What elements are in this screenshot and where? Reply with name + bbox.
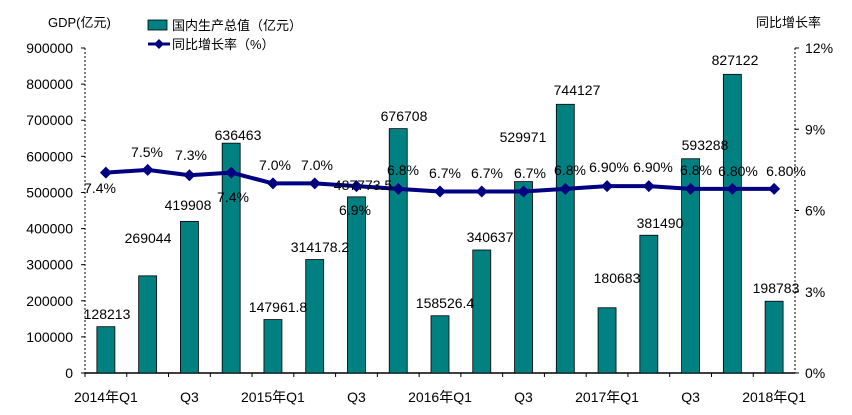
legend-line-label: 同比增长率（%）	[172, 37, 275, 52]
gdp-bar	[221, 142, 241, 374]
gdp-bar	[96, 326, 116, 374]
left-tick-label: 900000	[26, 40, 73, 56]
gdp-data-label: 180683	[594, 270, 641, 286]
gdp-bar	[514, 181, 533, 374]
x-tick-label: 2014年Q1	[74, 389, 138, 405]
growth-data-label: 7.5%	[131, 144, 163, 160]
growth-point-marker	[768, 182, 781, 195]
left-tick-label: 300000	[26, 257, 73, 273]
gdp-data-label: 128213	[84, 306, 131, 322]
gdp-bar	[555, 103, 575, 374]
gdp-bar	[597, 307, 617, 374]
legend-bar-swatch	[147, 19, 168, 31]
gdp-data-label: 269044	[125, 230, 172, 246]
growth-point-marker	[392, 182, 405, 195]
growth-point-marker	[350, 180, 363, 193]
gdp-bar	[764, 300, 784, 374]
x-tick-label: 2015年Q1	[241, 389, 305, 405]
growth-point-marker	[266, 177, 279, 190]
x-tick-label: Q3	[681, 389, 700, 405]
growth-point-marker	[434, 185, 446, 198]
gdp-data-label: 314178.2	[291, 239, 350, 255]
growth-data-label: 7.3%	[175, 147, 207, 163]
x-tick-label: 2017年Q1	[575, 389, 639, 405]
growth-point-marker	[141, 163, 154, 176]
gdp-data-label: 419908	[165, 197, 212, 213]
right-tick-label: 6%	[805, 203, 825, 219]
gdp-data-label: 744127	[554, 82, 601, 98]
growth-data-label: 6.8%	[554, 162, 586, 178]
left-tick-label: 400000	[26, 221, 73, 237]
gdp-bar	[722, 73, 742, 374]
gdp-data-label: 827122	[712, 52, 759, 68]
gdp-bar	[138, 275, 158, 374]
growth-point-marker	[225, 166, 238, 179]
left-tick-label: 0	[65, 365, 73, 381]
gdp-data-label: 593288	[682, 137, 729, 153]
x-tick-label: 2016年Q1	[408, 389, 472, 405]
gdp-data-label: 381490	[637, 215, 684, 231]
growth-data-label: 6.7%	[429, 165, 461, 181]
growth-point-marker	[642, 180, 655, 193]
x-tick-label: Q3	[180, 389, 199, 405]
growth-data-label: 6.7%	[514, 165, 546, 181]
right-tick-label: 9%	[805, 121, 825, 137]
growth-data-label: 6.80%	[718, 163, 758, 179]
left-tick-label: 500000	[26, 184, 73, 200]
gdp-data-label: 487773.5	[334, 177, 393, 193]
gdp-data-label: 529971	[500, 129, 547, 145]
gdp-data-label: 158526.4	[416, 295, 475, 311]
x-tick-label: 2018年Q1	[742, 389, 806, 405]
growth-point-marker	[99, 166, 112, 179]
growth-data-label: 6.90%	[633, 159, 673, 175]
growth-data-label: 7.0%	[301, 157, 333, 173]
growth-data-label: 7.4%	[217, 189, 249, 205]
x-tick-label: Q3	[347, 389, 366, 405]
gdp-bar	[681, 158, 700, 374]
left-axis-title: GDP(亿元)	[48, 15, 111, 30]
gdp-bar	[305, 259, 325, 374]
growth-point-marker	[475, 185, 488, 198]
gdp-bar	[639, 234, 659, 374]
x-tick-label: Q3	[514, 389, 533, 405]
right-axis-title: 同比增长率	[756, 15, 821, 30]
gdp-bar	[180, 220, 199, 374]
left-tick-label: 200000	[26, 293, 73, 309]
growth-data-label: 7.4%	[84, 180, 116, 196]
gdp-data-label: 636463	[215, 127, 262, 143]
growth-data-label: 6.90%	[589, 159, 629, 175]
gdp-data-label: 676708	[381, 108, 428, 124]
legend-bar-label: 国内生产总值（亿元）	[172, 18, 302, 33]
left-tick-label: 600000	[26, 148, 73, 164]
left-tick-label: 100000	[26, 329, 73, 345]
legend-line-marker	[154, 39, 164, 49]
gdp-bar	[430, 315, 450, 374]
right-tick-label: 0%	[805, 365, 825, 381]
growth-point-marker	[684, 182, 697, 195]
growth-point-marker	[601, 180, 614, 193]
growth-point-marker	[183, 169, 196, 182]
growth-data-label: 6.8%	[680, 162, 712, 178]
growth-point-marker	[308, 177, 321, 190]
growth-data-label: 6.9%	[339, 202, 371, 218]
left-tick-label: 800000	[26, 76, 73, 92]
gdp-data-label: 340637	[467, 229, 514, 245]
legend: 国内生产总值（亿元） 同比增长率（%）	[147, 18, 302, 52]
growth-point-marker	[726, 182, 739, 195]
growth-point-marker	[517, 185, 530, 198]
growth-data-label: 6.7%	[471, 165, 503, 181]
gdp-data-label: 147961.8	[249, 299, 308, 315]
growth-data-label: 6.80%	[766, 163, 806, 179]
gdp-bar	[472, 249, 492, 374]
growth-data-label: 6.8%	[387, 162, 419, 178]
gdp-bar	[263, 319, 283, 374]
growth-data-label: 7.0%	[259, 157, 291, 173]
gdp-bar	[347, 196, 366, 374]
growth-point-marker	[559, 182, 572, 195]
right-tick-label: 12%	[805, 40, 833, 56]
left-tick-label: 700000	[26, 112, 73, 128]
gdp-data-label: 198783	[753, 280, 800, 296]
right-tick-label: 3%	[805, 284, 825, 300]
